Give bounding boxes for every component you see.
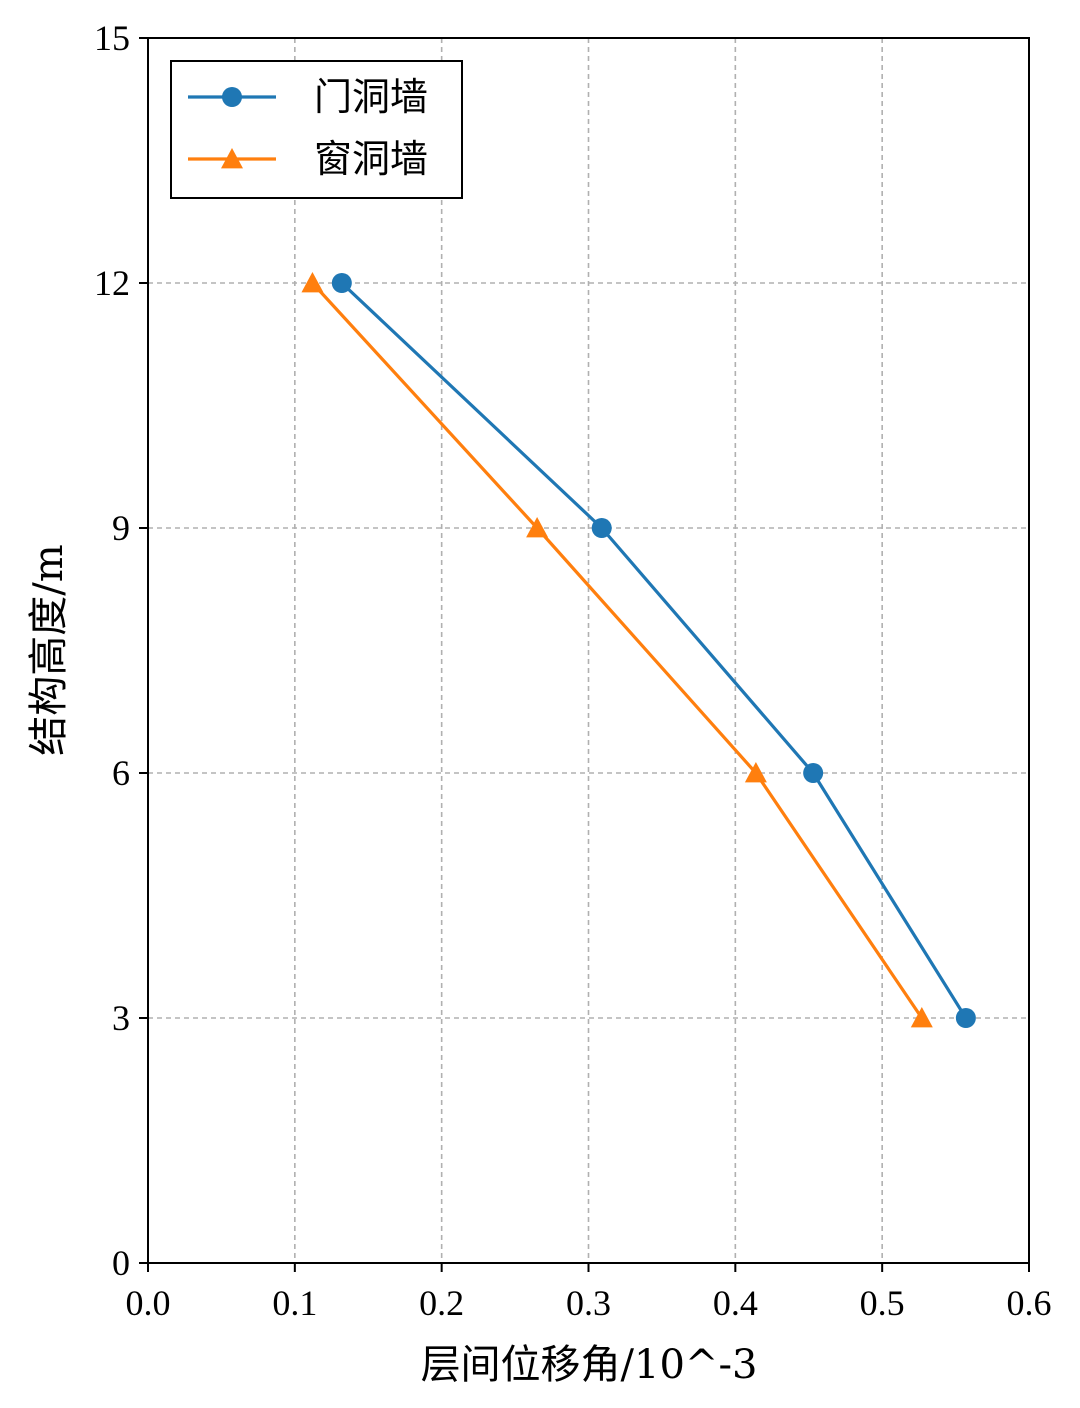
y-tick-label: 0 (112, 1243, 130, 1283)
data-point-door-wall (591, 518, 612, 538)
x-tick-label: 0.0 (126, 1283, 171, 1323)
legend-entry-door-wall: 门洞墙 (188, 75, 428, 119)
axis-ticks: 0.0 0.1 0.2 0.3 0.4 0.5 0.6 0 3 6 9 12 15 (94, 18, 1052, 1323)
y-tick-label: 6 (112, 753, 130, 793)
data-point-door-wall (803, 763, 824, 783)
x-tick-label: 0.5 (860, 1283, 905, 1323)
y-tick-label: 3 (112, 998, 130, 1038)
data-series (301, 272, 976, 1028)
x-tick-label: 0.4 (713, 1283, 758, 1323)
data-point-window-wall (301, 272, 324, 293)
data-point-door-wall (955, 1008, 976, 1028)
legend-label-window-wall: 窗洞墙 (314, 137, 428, 181)
data-point-window-wall (910, 1007, 933, 1028)
x-axis-label: 层间位移角/10^-3 (421, 1342, 758, 1388)
legend-marker-door-wall (222, 87, 242, 107)
legend-marker-window-wall (221, 148, 243, 169)
data-point-window-wall (744, 762, 767, 783)
data-point-door-wall (331, 273, 352, 293)
x-tick-label: 0.1 (272, 1283, 317, 1323)
legend-frame (170, 60, 463, 199)
series-door-wall (331, 273, 976, 1028)
y-tick-label: 15 (94, 18, 130, 58)
legend-entry-window-wall: 窗洞墙 (188, 137, 428, 181)
legend-label-door-wall: 门洞墙 (314, 75, 428, 119)
data-point-window-wall (526, 517, 549, 538)
series-window-wall (301, 272, 933, 1028)
x-tick-label: 0.2 (419, 1283, 464, 1323)
series-line-door-wall (340, 281, 968, 1020)
x-tick-label: 0.6 (1007, 1283, 1052, 1323)
y-tick-label: 12 (94, 263, 130, 303)
y-tick-label: 9 (112, 508, 130, 548)
series-line-window-wall (310, 281, 924, 1020)
grid-lines (148, 38, 1029, 1263)
y-axis-label: 结构高度/m (26, 544, 72, 755)
x-tick-label: 0.3 (566, 1283, 611, 1323)
